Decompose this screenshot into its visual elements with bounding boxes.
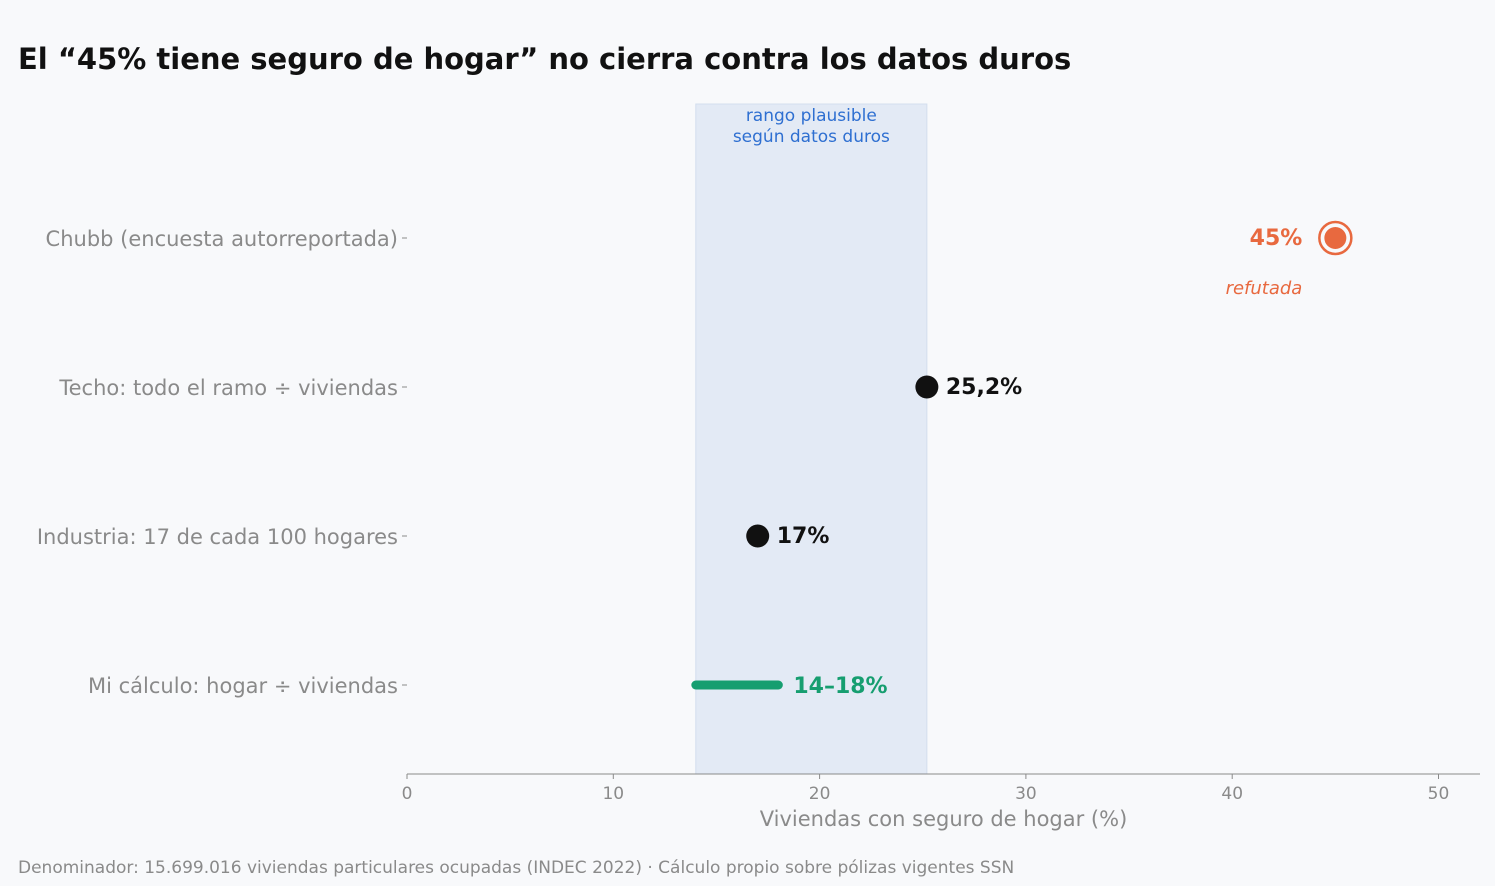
x-tick-label: 10 — [602, 784, 624, 804]
band-label-line: rango plausible — [746, 106, 877, 126]
refuted-point — [1324, 227, 1347, 249]
footnote: Denominador: 15.699.016 viviendas partic… — [18, 858, 1015, 878]
point-value-label: 25,2% — [946, 375, 1022, 400]
y-category-label: Techo: todo el ramo ÷ viviendas — [58, 376, 398, 400]
refuted-value-label: 45% — [1250, 226, 1303, 251]
refuted-point-ring — [1318, 220, 1353, 256]
band-label-line: según datos duros — [733, 127, 890, 147]
x-tick-label: 0 — [402, 784, 413, 804]
y-category-label: Industria: 17 de cada 100 hogares — [37, 525, 398, 549]
x-tick-label: 30 — [1015, 784, 1037, 804]
x-tick-label: 50 — [1428, 784, 1450, 804]
data-point — [746, 524, 770, 548]
plausible-range-band — [695, 103, 928, 775]
range-value-label: 14–18% — [793, 674, 887, 699]
x-axis-label: Viviendas con seguro de hogar (%) — [760, 807, 1128, 831]
x-tick-label: 20 — [809, 784, 831, 804]
data-point — [915, 375, 939, 399]
refuted-note-label: refutada — [1226, 278, 1303, 299]
chart-title: El “45% tiene seguro de hogar” no cierra… — [18, 42, 1072, 76]
y-category-label: Mi cálculo: hogar ÷ viviendas — [88, 674, 398, 698]
y-category-label: Chubb (encuesta autorreportada) — [46, 227, 398, 251]
point-value-label: 17% — [777, 524, 830, 549]
x-tick-label: 40 — [1221, 784, 1243, 804]
